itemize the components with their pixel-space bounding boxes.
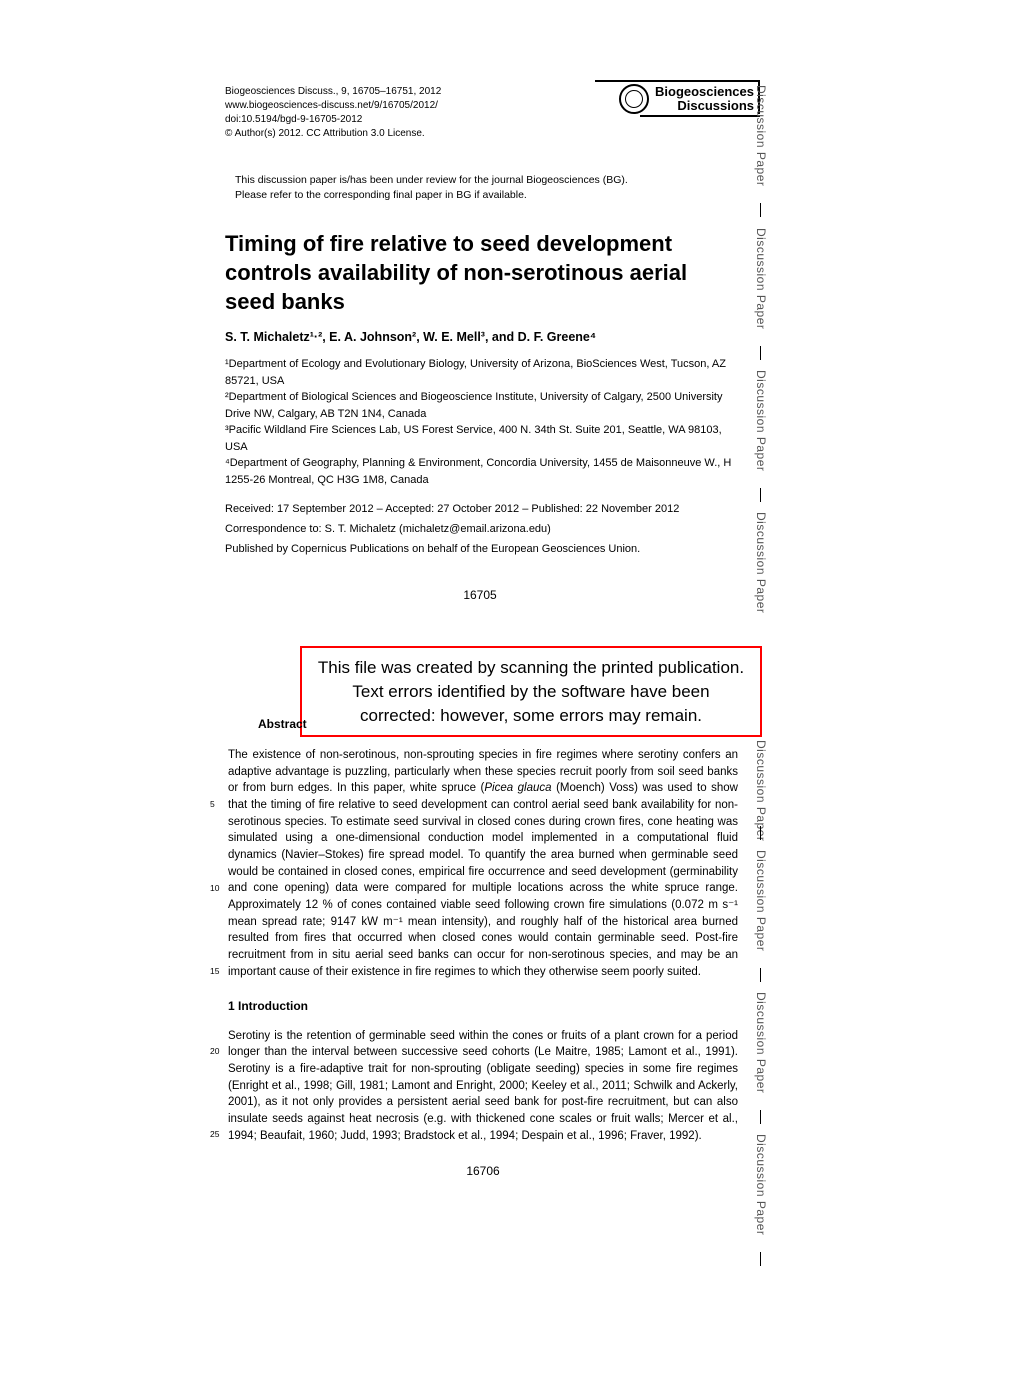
logo-underline <box>640 115 760 117</box>
abstract-text-c: (Moench) Voss) was used to show that the… <box>228 782 738 977</box>
line-number-25: 25 <box>210 1128 219 1140</box>
affiliation-4: ⁴Department of Geography, Planning & Env… <box>225 455 735 488</box>
affiliation-2: ²Department of Biological Sciences and B… <box>225 389 735 422</box>
abstract-text-b: Picea glauca <box>484 782 551 794</box>
side-separator-7 <box>760 1110 761 1124</box>
dates-block: Received: 17 September 2012 – Accepted: … <box>225 500 735 559</box>
side-label-dp-3: Discussion Paper <box>754 370 768 471</box>
side-separator-5 <box>760 826 761 840</box>
scan-notice-box: This file was created by scanning the pr… <box>300 646 762 737</box>
affiliation-1: ¹Department of Ecology and Evolutionary … <box>225 356 735 389</box>
published-by-line: Published by Copernicus Publications on … <box>225 540 735 560</box>
page-number-1: 16705 <box>225 588 735 602</box>
line-number-10: 10 <box>210 882 219 894</box>
journal-logo-text: Biogeosciences Discussions <box>655 85 754 114</box>
intro-text: Serotiny is the retention of germinable … <box>228 1030 738 1142</box>
side-label-dp-5: Discussion Paper <box>754 740 768 841</box>
side-label-dp-7: Discussion Paper <box>754 992 768 1093</box>
affiliations-block: ¹Department of Ecology and Evolutionary … <box>225 356 735 488</box>
side-label-dp-4: Discussion Paper <box>754 512 768 613</box>
affiliation-3: ³Pacific Wildland Fire Sciences Lab, US … <box>225 422 735 455</box>
side-separator-6 <box>760 968 761 982</box>
paper-title: Timing of fire relative to seed developm… <box>225 230 735 316</box>
page-number-2: 16706 <box>228 1163 738 1180</box>
received-line: Received: 17 September 2012 – Accepted: … <box>225 500 735 520</box>
side-label-dp-1: Discussion Paper <box>754 85 768 186</box>
page-1-block: Biogeosciences Discuss., 9, 16705–16751,… <box>225 85 735 602</box>
side-separator-8 <box>760 1252 761 1266</box>
abstract-paragraph: 5 10 15 The existence of non-serotinous,… <box>228 747 738 980</box>
authors-line: S. T. Michaletz¹·², E. A. Johnson², W. E… <box>225 330 735 344</box>
line-number-5: 5 <box>210 798 215 810</box>
side-separator-1 <box>760 203 761 217</box>
review-note: This discussion paper is/has been under … <box>225 173 735 202</box>
copyright-line: © Author(s) 2012. CC Attribution 3.0 Lic… <box>225 127 735 141</box>
side-label-dp-6: Discussion Paper <box>754 850 768 951</box>
side-label-dp-2: Discussion Paper <box>754 228 768 329</box>
correspondence-line: Correspondence to: S. T. Michaletz (mich… <box>225 520 735 540</box>
side-separator-2 <box>760 346 761 360</box>
line-number-20: 20 <box>210 1045 219 1057</box>
intro-paragraph: 20 25 Serotiny is the retention of germi… <box>228 1028 738 1145</box>
body-block: 5 10 15 The existence of non-serotinous,… <box>228 747 738 1180</box>
abstract-heading: Abstract <box>258 717 307 731</box>
line-number-15: 15 <box>210 965 219 977</box>
review-note-line-2: Please refer to the corresponding final … <box>235 188 735 203</box>
journal-name-1: Biogeosciences <box>655 85 754 99</box>
review-note-line-1: This discussion paper is/has been under … <box>235 173 735 188</box>
journal-logo: Biogeosciences Discussions <box>595 80 760 117</box>
side-label-dp-8: Discussion Paper <box>754 1134 768 1235</box>
journal-name-2: Discussions <box>655 99 754 113</box>
section-1-heading: 1 Introduction <box>228 998 738 1015</box>
globe-icon <box>619 84 649 114</box>
side-separator-3 <box>760 488 761 502</box>
journal-logo-box: Biogeosciences Discussions <box>595 80 760 114</box>
